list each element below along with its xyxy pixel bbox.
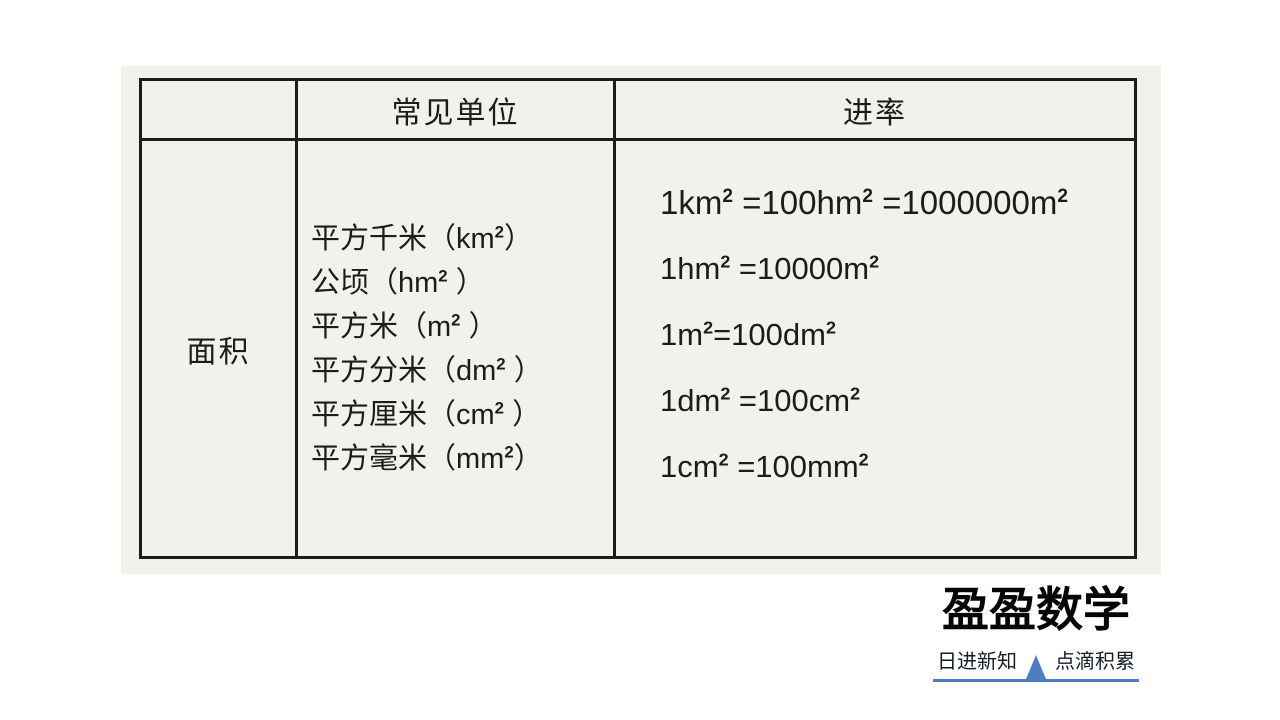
tagline-left-text: 日进新知	[937, 651, 1017, 673]
conversion-item: 1hm2 =10000m2	[660, 250, 880, 286]
conversion-item: 1cm2 =100mm2	[660, 448, 869, 484]
unit-item: 平方米（m2 ）	[311, 309, 498, 343]
brand-logo-text: 盈盈数学	[942, 585, 1130, 637]
brand-block: 盈盈数学 日进新知 点滴积累	[933, 585, 1139, 682]
conversions-list: 1km2 =100hm2 =1000000m2 1hm2 =10000m2 1m…	[616, 127, 1134, 542]
unit-item: 平方分米（dm2 ）	[311, 353, 543, 387]
tagline-right-text: 点滴积累	[1055, 651, 1135, 673]
table-corner-cell	[142, 81, 298, 141]
unit-item: 平方毫米（mm2）	[311, 441, 543, 475]
slide-content-panel	[121, 66, 1161, 574]
conversion-item: 1dm2 =100cm2	[660, 382, 861, 418]
triangle-icon	[1026, 655, 1046, 679]
unit-item: 平方厘米（cm2 ）	[311, 397, 542, 431]
column-header-rates: 进率	[616, 81, 1134, 141]
conversion-item: 1m2=100dm2	[660, 316, 836, 352]
unit-item: 公顷（hm2 ）	[311, 265, 485, 299]
conversion-item: 1km2 =100hm2 =1000000m2	[660, 183, 1069, 221]
row-label-area: 面积	[142, 141, 298, 556]
brand-tagline: 日进新知 点滴积累	[933, 645, 1139, 682]
area-units-table: 常见单位 进率 面积 平方千米（km2） 公顷（hm2 ） 平方米（m2 ） 平…	[139, 78, 1137, 559]
column-header-units: 常见单位	[298, 81, 616, 141]
unit-item: 平方千米（km2）	[311, 221, 534, 255]
units-list: 平方千米（km2） 公顷（hm2 ） 平方米（m2 ） 平方分米（dm2 ） 平…	[298, 141, 616, 556]
